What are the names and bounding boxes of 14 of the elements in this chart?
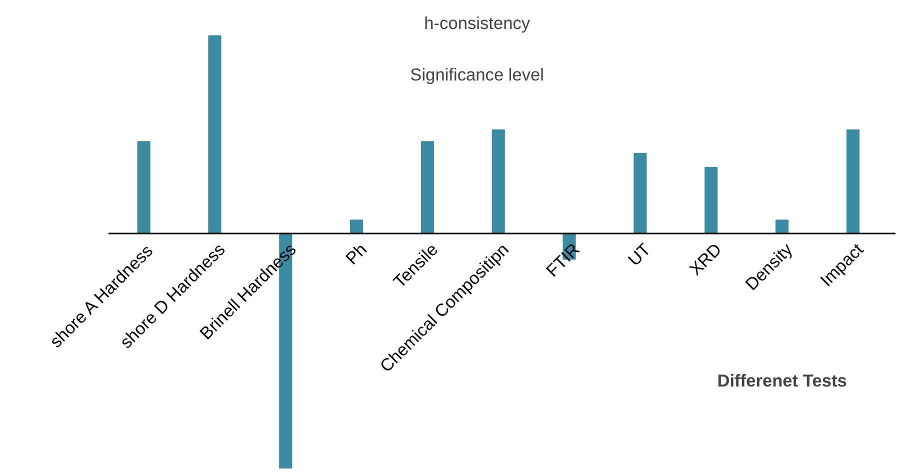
x-tick-label: Ph <box>342 239 371 268</box>
text: h-consistency <box>424 12 530 33</box>
x-tick-label: UT <box>624 238 655 270</box>
bar <box>492 129 505 234</box>
x-axis-title: Differenet Tests <box>717 370 847 391</box>
bar <box>137 141 150 234</box>
bar <box>350 220 364 234</box>
bar <box>846 129 860 234</box>
bar <box>634 152 647 234</box>
bar <box>208 35 222 234</box>
bar <box>704 166 718 234</box>
bar <box>776 220 789 234</box>
bar <box>420 141 434 234</box>
annotation: Significance level <box>410 64 544 85</box>
